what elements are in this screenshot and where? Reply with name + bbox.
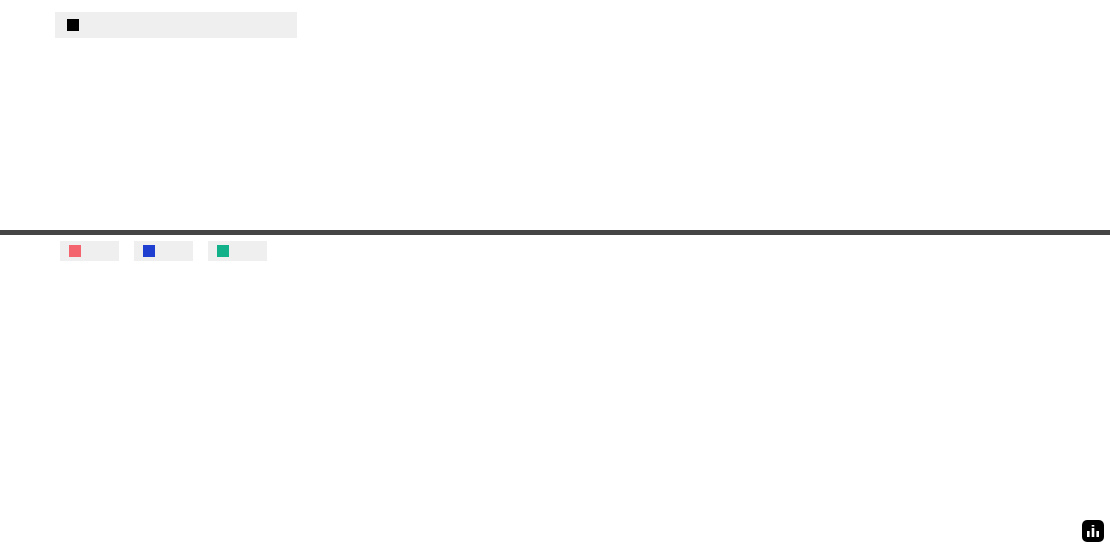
panel-divider	[0, 230, 1110, 235]
legend-mobile	[208, 241, 267, 261]
bloomberg-icon	[1082, 520, 1104, 542]
energy-swatch-icon	[69, 245, 81, 257]
legend-core-cpi	[55, 12, 297, 38]
mobile-swatch-icon	[217, 245, 229, 257]
bloomberg-brand	[1075, 520, 1104, 542]
core-cpi-swatch-icon	[67, 19, 79, 31]
legend-row	[60, 241, 267, 261]
food-swatch-icon	[143, 245, 155, 257]
legend-energy	[60, 241, 119, 261]
legend-food	[134, 241, 193, 261]
